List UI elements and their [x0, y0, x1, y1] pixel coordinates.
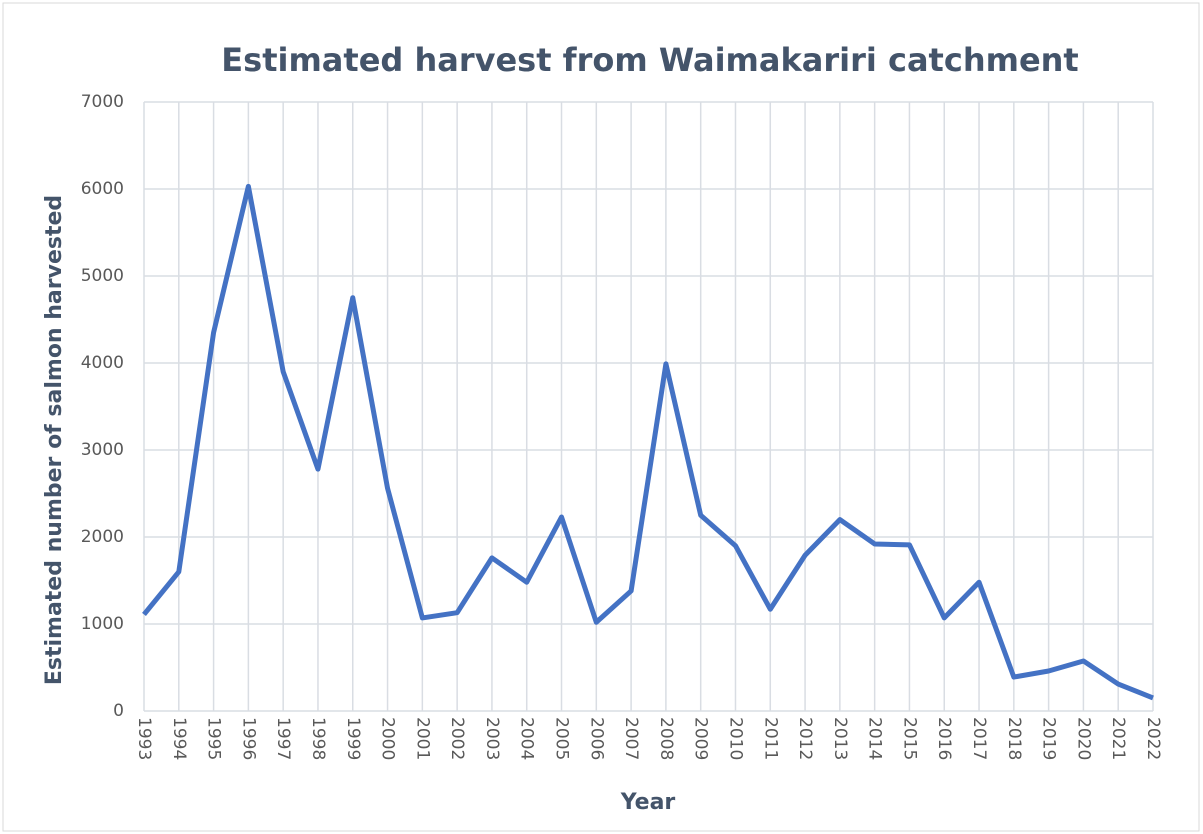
x-tick-label: 2001 — [412, 717, 432, 760]
y-tick-label: 0 — [113, 701, 124, 721]
y-axis-label: Estimated number of salmon harvested — [42, 195, 67, 685]
y-tick-label: 2000 — [81, 527, 124, 547]
x-tick-label: 1995 — [204, 717, 224, 760]
x-tick-label: 2012 — [795, 717, 815, 760]
x-tick-label: 2007 — [621, 717, 641, 760]
x-tick-label: 2011 — [760, 717, 780, 760]
x-axis-label: Year — [620, 790, 676, 815]
y-tick-label: 7000 — [81, 92, 124, 112]
x-tick-label: 2020 — [1073, 717, 1093, 760]
x-tick-label: 1996 — [238, 717, 258, 760]
x-tick-label: 2016 — [934, 717, 954, 760]
x-tick-label: 2006 — [586, 717, 606, 760]
x-tick-label: 2022 — [1143, 717, 1163, 760]
x-tick-label: 2021 — [1108, 717, 1128, 760]
data-line — [142, 183, 1154, 701]
y-tick-label: 3000 — [81, 440, 124, 460]
x-tick-label: 2010 — [725, 717, 745, 760]
x-tick-label: 2004 — [517, 717, 537, 760]
y-tick-label: 1000 — [81, 614, 124, 634]
x-tick-label: 2018 — [1004, 717, 1024, 760]
x-tick-label: 1997 — [273, 717, 293, 760]
y-tick-label: 5000 — [81, 266, 124, 286]
x-tick-label: 2013 — [830, 717, 850, 760]
x-tick-label: 2000 — [378, 717, 398, 760]
chart-title: Estimated harvest from Waimakariri catch… — [221, 41, 1078, 79]
x-tick-label: 1994 — [169, 717, 189, 760]
x-tick-label: 2019 — [1039, 717, 1059, 760]
x-tick-label: 2003 — [482, 717, 502, 760]
x-tick-label: 1993 — [134, 717, 154, 760]
x-tick-label: 2009 — [691, 717, 711, 760]
x-tick-label: 1999 — [343, 717, 363, 760]
x-tick-label: 2015 — [899, 717, 919, 760]
x-tick-label: 2005 — [552, 717, 572, 760]
y-tick-label: 6000 — [81, 179, 124, 199]
x-tick-label: 2014 — [865, 717, 885, 760]
x-tick-label: 1998 — [308, 717, 328, 760]
x-tick-label: 2017 — [969, 717, 989, 760]
x-tick-label: 2008 — [656, 717, 676, 760]
y-tick-label: 4000 — [81, 353, 124, 373]
x-tick-label: 2002 — [447, 717, 467, 760]
